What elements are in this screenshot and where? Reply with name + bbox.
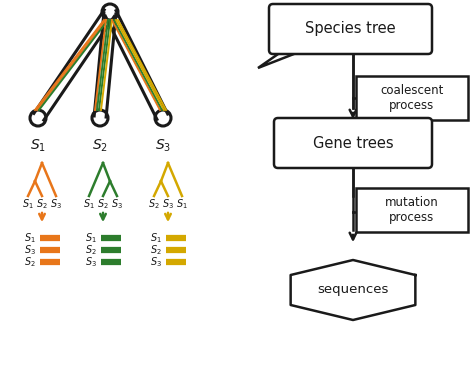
Text: $S_2$: $S_2$ xyxy=(92,138,108,154)
Text: $S_1$: $S_1$ xyxy=(24,231,36,245)
Text: Gene trees: Gene trees xyxy=(313,136,393,151)
Polygon shape xyxy=(291,260,415,320)
Text: $S_1$: $S_1$ xyxy=(83,197,95,211)
Text: $S_2$: $S_2$ xyxy=(36,197,48,211)
FancyBboxPatch shape xyxy=(274,118,432,168)
Text: $S_3$: $S_3$ xyxy=(162,197,174,211)
Text: $S_1$: $S_1$ xyxy=(85,231,97,245)
Polygon shape xyxy=(258,52,299,68)
Text: $S_3$: $S_3$ xyxy=(24,243,36,257)
Text: $S_2$: $S_2$ xyxy=(148,197,160,211)
FancyBboxPatch shape xyxy=(356,188,468,232)
Text: $S_2$: $S_2$ xyxy=(85,243,97,257)
Text: $S_3$: $S_3$ xyxy=(85,255,97,269)
Text: mutation
process: mutation process xyxy=(385,196,439,224)
Text: $S_1$: $S_1$ xyxy=(30,138,46,154)
FancyBboxPatch shape xyxy=(356,76,468,120)
Text: Species tree: Species tree xyxy=(305,22,396,36)
Text: $S_2$: $S_2$ xyxy=(150,243,162,257)
Text: $S_3$: $S_3$ xyxy=(150,255,162,269)
Text: $S_2$: $S_2$ xyxy=(24,255,36,269)
Text: $S_1$: $S_1$ xyxy=(176,197,188,211)
Text: sequences: sequences xyxy=(317,283,389,296)
FancyBboxPatch shape xyxy=(269,4,432,54)
Text: $S_3$: $S_3$ xyxy=(111,197,123,211)
Text: $S_1$: $S_1$ xyxy=(22,197,34,211)
Text: $S_2$: $S_2$ xyxy=(97,197,109,211)
Text: $S_3$: $S_3$ xyxy=(50,197,62,211)
Text: coalescent
process: coalescent process xyxy=(380,84,444,112)
Text: $S_1$: $S_1$ xyxy=(150,231,162,245)
Text: $S_3$: $S_3$ xyxy=(155,138,171,154)
